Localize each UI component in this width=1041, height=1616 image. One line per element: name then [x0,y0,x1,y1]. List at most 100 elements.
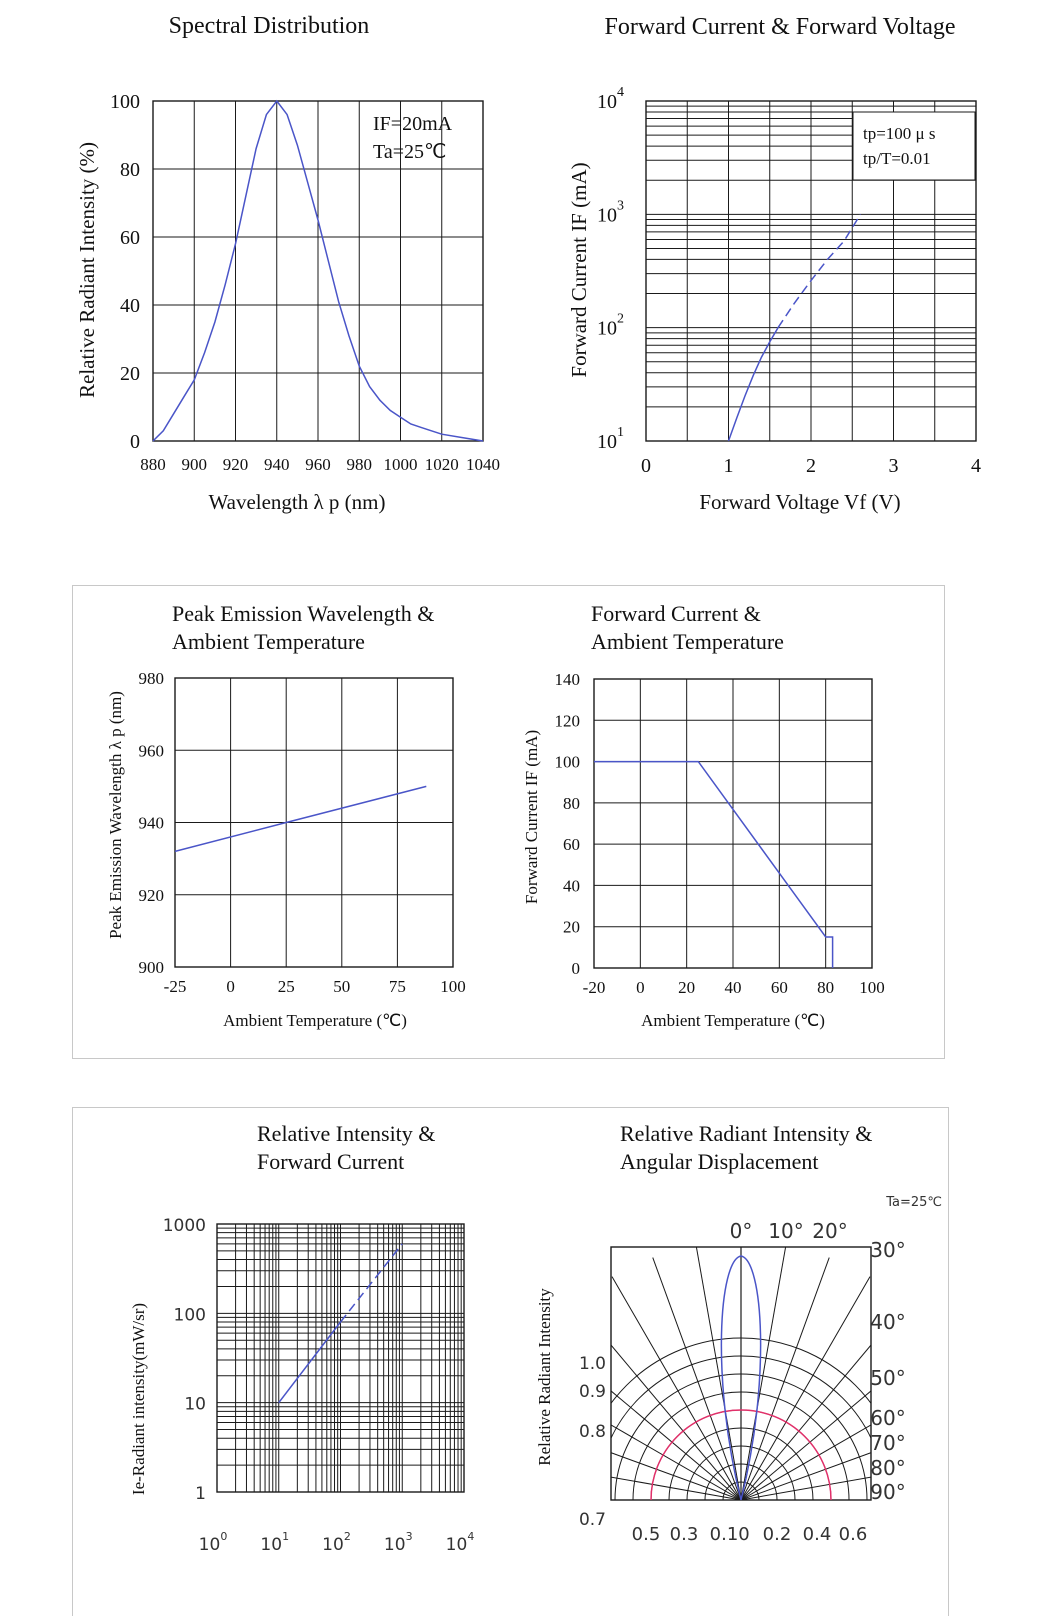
peak-x-label: Ambient Temperature (℃) [223,1011,407,1030]
fcat-y-tick: 120 [555,711,581,730]
peak-x-tick: 0 [226,977,235,996]
peak-chart-svg: Peak Emission Wavelength & Ambient Temper… [106,601,466,1030]
angular-bottom-label: 0.4 [803,1524,832,1545]
rifc-title-line1: Relative Intensity & [257,1121,435,1146]
rifc-x-tick-exponent: 0 [220,1530,227,1543]
peak-x-tick: 50 [333,977,350,996]
fcat-x-tick: -20 [583,978,606,997]
spectral-x-tick: 1040 [466,455,500,474]
rifc-y-tick: 100 [174,1305,206,1325]
spectral-x-tick: 900 [182,455,208,474]
fcat-y-tick: 40 [563,876,580,895]
fcat-x-tick: 60 [771,978,788,997]
peak-y-label: Peak Emission Wavelength λ p (nm) [106,691,125,939]
bottom-row-frame [72,1107,949,1616]
rifc-grid [217,1224,464,1492]
fcat-y-tick: 80 [563,794,580,813]
angular-title-line2: Angular Displacement [620,1149,819,1174]
angular-radial-line [740,1257,830,1500]
fcat-y-tick: 20 [563,918,580,937]
fcfv-chart: Forward Current & Forward Voltage 0 1 2 3 4 10… [520,0,1041,540]
fcat-y-tick: 140 [555,670,581,689]
angular-bottom-label: 0.2 [763,1524,792,1545]
spectral-y-tick: 80 [120,159,140,181]
middle-row-frame [72,585,945,1059]
fcfv-series-line-extrapolated [777,213,862,329]
angular-angle-label: 30° [870,1238,905,1262]
spectral-y-tick: 20 [120,363,140,385]
fcat-y-label: Forward Current IF (mA) [522,730,541,904]
fcat-title-line1: Forward Current & [591,601,761,626]
angular-angle-label: 10° [768,1219,803,1243]
peak-plot-area [174,677,454,968]
angular-half-intensity-ring [650,1409,832,1501]
fcfv-note-duty: tp/T=0.01 [863,149,931,168]
peak-title-line1: Peak Emission Wavelength & [172,601,434,626]
spectral-x-tick: 960 [305,455,331,474]
rifc-y-tick: 1000 [163,1216,206,1236]
fcat-title-line2: Ambient Temperature [591,629,784,654]
fcfv-x-tick: 3 [889,455,899,477]
spectral-chart: Spectral Distribution 880 900 920 940 960 980 1… [0,0,520,540]
spectral-x-tick: 1020 [425,455,459,474]
fcat-plot-area [593,678,873,969]
spectral-title: Spectral Distribution [169,13,370,39]
fcat-y-tick: 60 [563,835,580,854]
spectral-note-ta: Ta=25℃ [373,141,446,163]
peak-y-tick: 980 [139,669,165,688]
angular-radial-line [740,1424,871,1500]
spectral-note-if: IF=20mA [373,113,453,135]
peak-grid [175,678,453,967]
peak-y-tick: 960 [139,741,165,760]
spectral-chart-svg: Spectral Distribution 880 900 920 940 960 980 1… [75,13,500,514]
angular-angle-label: 90° [870,1480,905,1504]
fcfv-grid [646,101,976,441]
angular-bottom-label: 0.3 [670,1524,699,1545]
peak-series-line [174,785,427,853]
angular-radial-line [611,1452,742,1500]
rifc-chart: Relative Intensity & Forward Current 1 10 10… [72,1107,512,1616]
angular-radial-line [740,1344,871,1500]
angular-bottom-label: 0.6 [839,1524,868,1545]
spectral-grid [153,101,483,441]
rifc-x-tick: 102 [322,1530,351,1555]
fcfv-x-tick: 1 [724,455,734,477]
fcfv-plot-area [645,100,977,442]
angular-angle-label: 70° [870,1431,905,1455]
angular-radial-line [695,1247,742,1500]
spectral-x-tick: 980 [347,455,373,474]
spectral-x-tick: 880 [140,455,166,474]
peak-x-tick: 25 [278,977,295,996]
angular-radial-line [740,1476,871,1500]
spectral-plot-area [152,100,484,442]
angular-chart-svg: Relative Radiant Intensity & Angular Disp… [535,1121,942,1545]
angular-radial-line [611,1344,742,1500]
fcfv-x-tick: 2 [806,455,816,477]
angular-radial-line [611,1276,742,1500]
fcfv-x-tick: 0 [641,455,651,477]
rifc-x-tick-exponent: 3 [406,1530,413,1543]
angular-radial-line [740,1452,871,1500]
rifc-y-tick: 10 [184,1395,206,1415]
peak-y-tick: 920 [139,886,165,905]
angular-r-label: 0.7 [579,1510,606,1530]
rifc-y-label: Ie-Radiant intensity(mW/sr) [129,1303,148,1495]
angular-r-label: 0.8 [579,1422,606,1442]
angular-grid [611,1247,871,1500]
fcat-chart: Forward Current & Ambient Temperature -20 0… [512,585,945,1059]
spectral-y-label: Relative Radiant Intensity (%) [75,142,99,398]
fcat-y-tick: 100 [555,753,581,772]
angular-radial-line [611,1424,742,1500]
fcat-x-tick: 20 [678,978,695,997]
fcat-grid [594,679,872,968]
fcfv-series-line [727,327,779,442]
angular-radiation-pattern [720,1255,762,1501]
fcfv-note-tp: tp=100 μ s [863,124,936,143]
spectral-y-tick: 100 [110,91,140,113]
peak-y-tick: 940 [139,814,165,833]
fcfv-y-tick: 102 [597,312,624,340]
spectral-y-tick: 40 [120,295,140,317]
angular-bottom-label: 0 [738,1524,749,1545]
angular-radial-line [611,1476,742,1500]
